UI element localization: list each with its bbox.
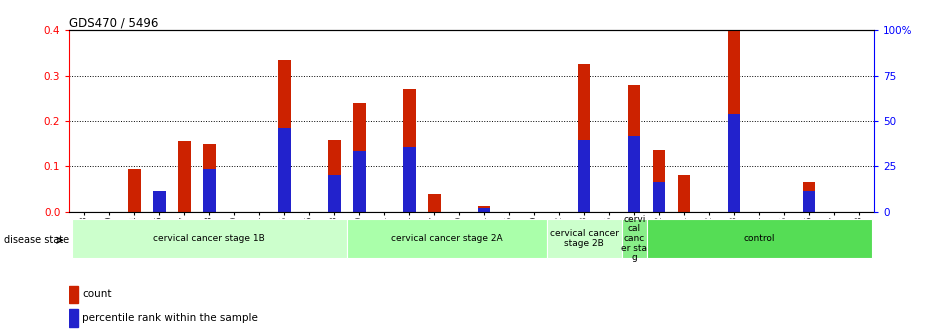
Bar [478, 206, 490, 212]
Bar [328, 140, 340, 212]
Bar [628, 136, 640, 212]
Text: GDS470 / 5496: GDS470 / 5496 [69, 16, 159, 29]
Bar [69, 309, 78, 327]
Bar [353, 103, 365, 212]
Text: control: control [744, 234, 775, 243]
Bar [403, 89, 415, 212]
Bar [803, 191, 816, 212]
Bar [69, 286, 78, 303]
Bar [278, 128, 290, 212]
Bar [72, 219, 347, 258]
Bar [204, 144, 216, 212]
Bar [653, 151, 665, 212]
Bar [347, 219, 547, 258]
Bar [622, 219, 647, 258]
Text: disease state: disease state [4, 235, 68, 245]
Text: percentile rank within the sample: percentile rank within the sample [82, 313, 258, 323]
Text: cervical cancer stage 1B: cervical cancer stage 1B [154, 234, 265, 243]
Bar [728, 114, 740, 212]
Bar [179, 141, 191, 212]
Bar [803, 182, 816, 212]
Bar [653, 182, 665, 212]
Bar [678, 175, 690, 212]
Bar [578, 64, 590, 212]
Bar [278, 60, 290, 212]
Bar [428, 194, 440, 212]
Text: cervi
cal
canc
er sta
g: cervi cal canc er sta g [622, 215, 648, 262]
Bar [728, 30, 740, 212]
Bar [647, 219, 871, 258]
Bar [128, 169, 141, 212]
Bar [578, 140, 590, 212]
Text: cervical cancer
stage 2B: cervical cancer stage 2B [549, 229, 619, 248]
Bar [154, 191, 166, 212]
Bar [403, 147, 415, 212]
Bar [628, 85, 640, 212]
Bar [478, 208, 490, 212]
Bar [204, 169, 216, 212]
Text: cervical cancer stage 2A: cervical cancer stage 2A [391, 234, 502, 243]
Bar [353, 151, 365, 212]
Bar [328, 175, 340, 212]
Bar [547, 219, 622, 258]
Text: count: count [82, 290, 112, 299]
